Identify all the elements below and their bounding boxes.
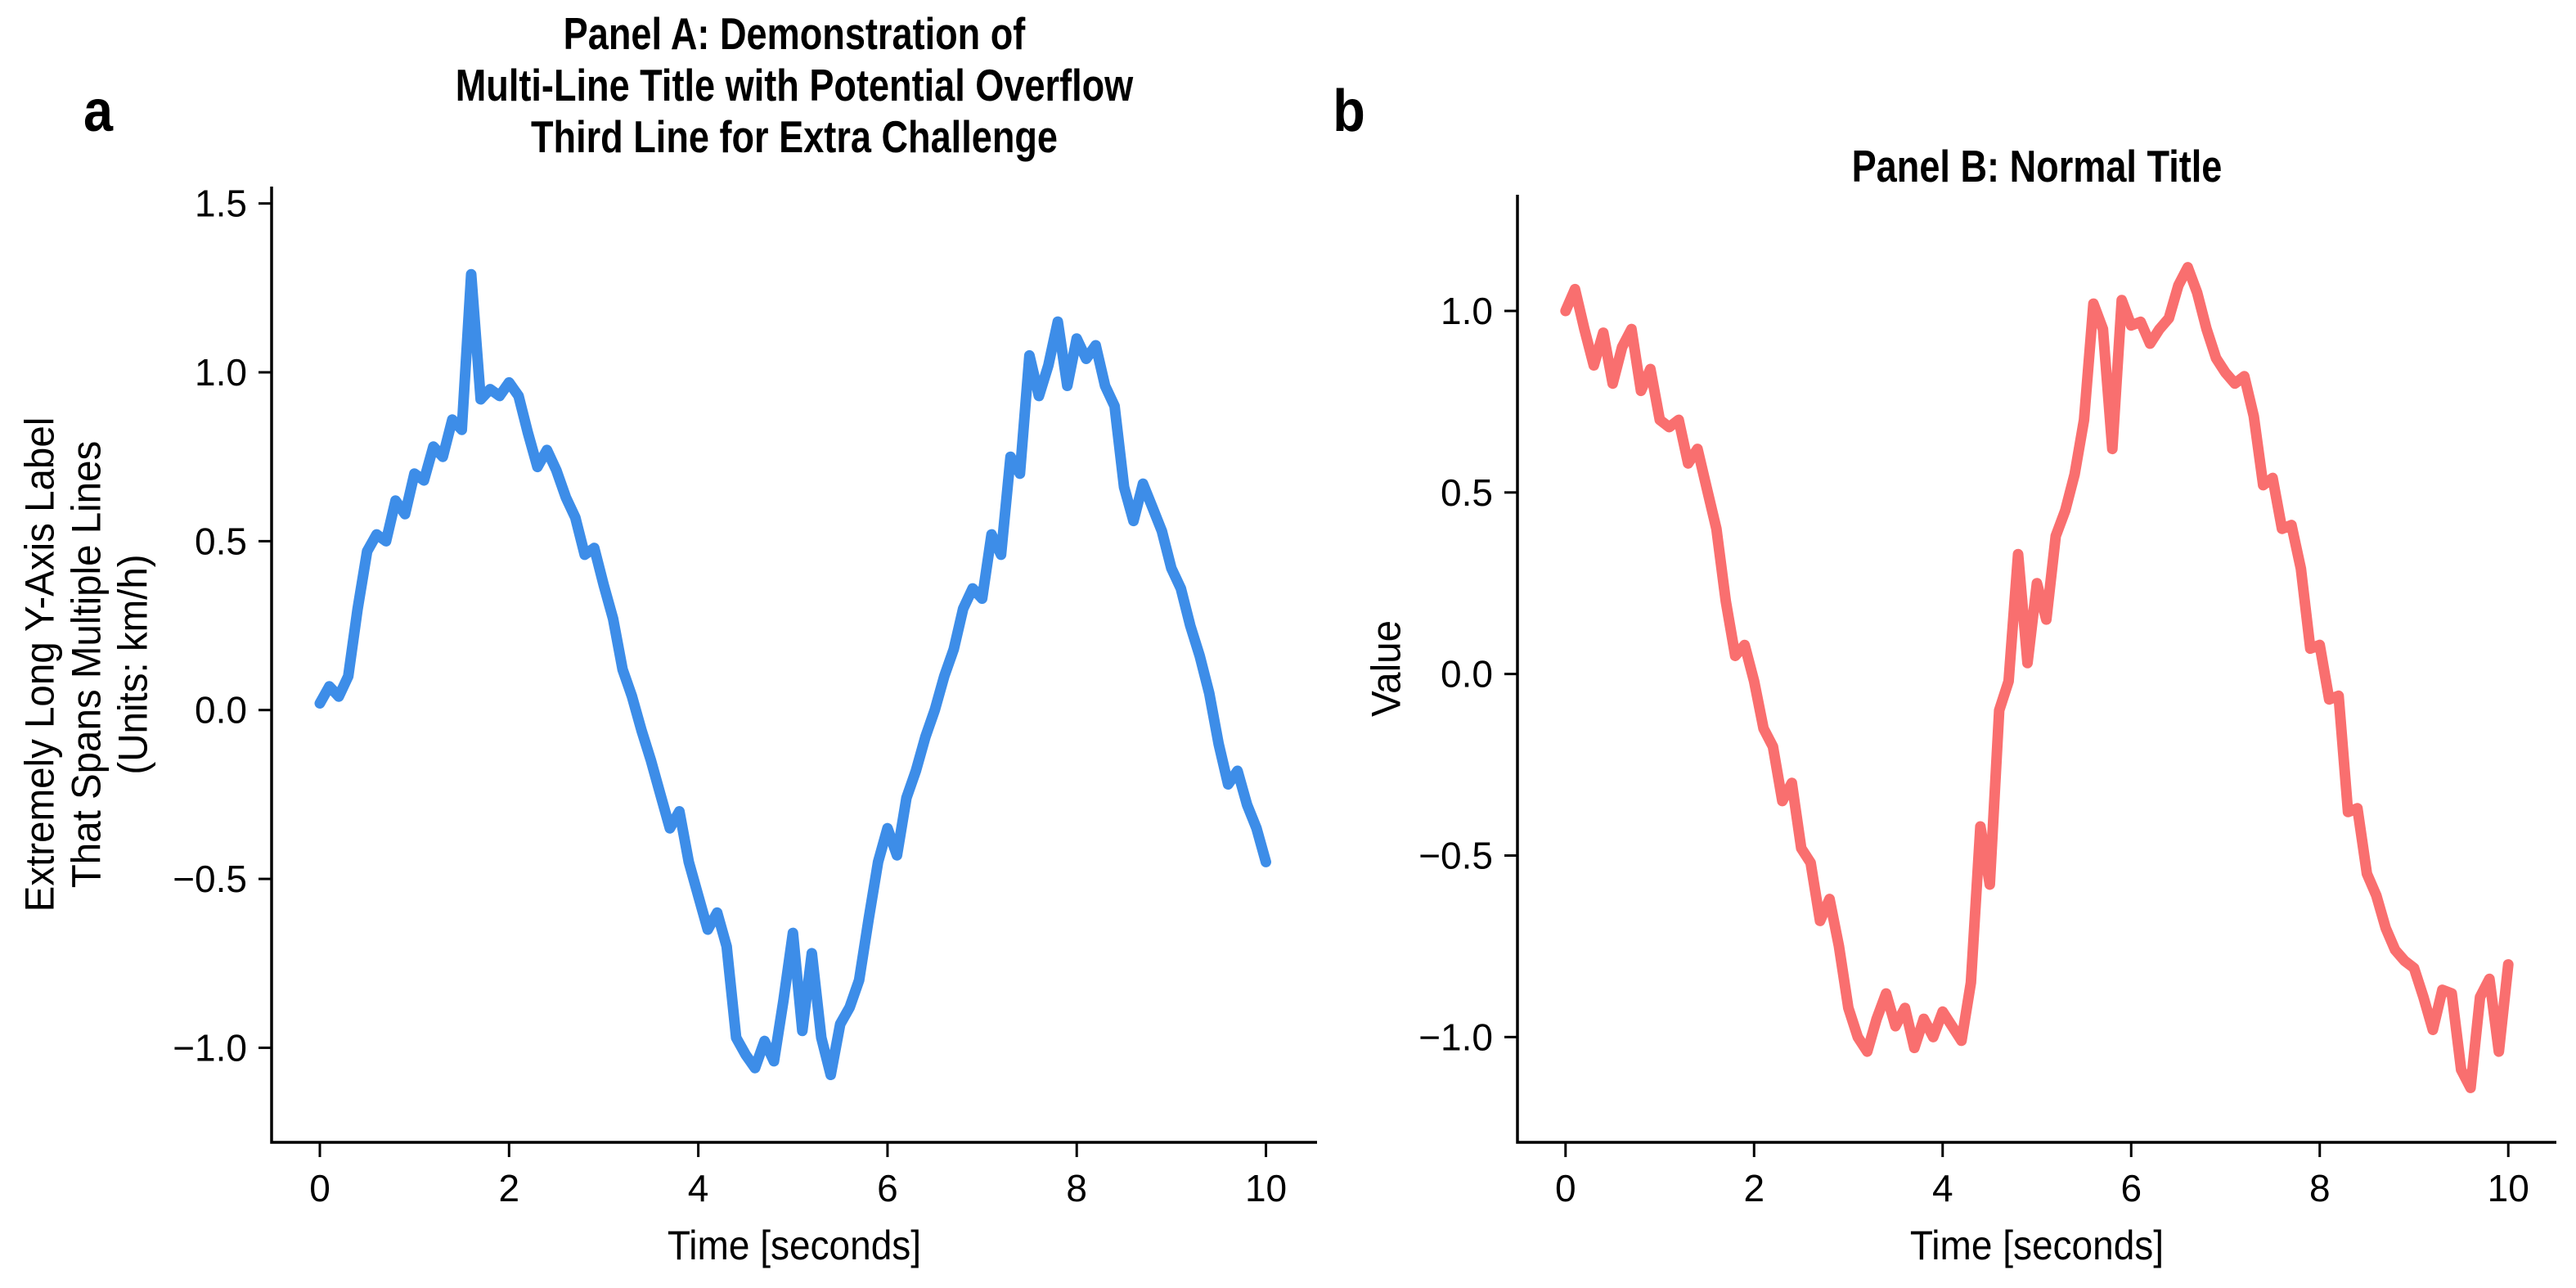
panel-a-letter: a [83, 79, 114, 144]
y-tick-label: 0.5 [1441, 471, 1493, 514]
x-tick-label: 2 [498, 1167, 519, 1209]
y-tick-label: −0.5 [173, 858, 247, 900]
x-tick-label: 4 [1932, 1167, 1953, 1209]
x-tick-label: 2 [1743, 1167, 1765, 1209]
x-tick-label: 4 [688, 1167, 709, 1209]
y-tick-label: −1.0 [173, 1026, 247, 1069]
panel-b-letter: b [1333, 79, 1365, 144]
y-tick-label: 0.0 [195, 689, 247, 732]
x-tick-label: 8 [1066, 1167, 1087, 1209]
panel-a-axes: 0 2 4 6 8 10 1.5 1.0 0.5 0.0 −0.5 −1.0 [173, 182, 1317, 1209]
panel-a-title: Panel A: Demonstration of Multi-Line Tit… [455, 8, 1134, 162]
y-tick-label: 0.0 [1441, 653, 1493, 696]
x-tick-label: 0 [309, 1167, 330, 1209]
y-tick-label: −0.5 [1418, 834, 1493, 876]
panel-a-y-axis-label: Extremely Long Y-Axis Label That Spans M… [16, 417, 156, 912]
x-tick-label: 8 [2309, 1167, 2331, 1209]
panel-b-y-axis-label: Value [1363, 620, 1409, 717]
panel-b-x-axis-label: Time [seconds] [1909, 1223, 2165, 1268]
y-tick-label: 1.5 [195, 182, 247, 225]
y-tick-label: 0.5 [195, 520, 247, 562]
x-tick-label: 0 [1555, 1167, 1576, 1209]
x-tick-label: 10 [1245, 1167, 1287, 1209]
y-tick-label: −1.0 [1418, 1016, 1493, 1058]
y-tick-label: 1.0 [1441, 290, 1493, 332]
x-tick-label: 10 [2488, 1167, 2529, 1209]
x-tick-label: 6 [877, 1167, 898, 1209]
panel-a-x-axis-label: Time [seconds] [667, 1223, 922, 1268]
y-tick-label: 1.0 [195, 351, 247, 394]
x-tick-label: 6 [2120, 1167, 2142, 1209]
panel-b-data-line [1560, 262, 2514, 1093]
panel-b-title: Panel B: Normal Title [1851, 141, 2223, 191]
panel-a-data-line [314, 268, 1271, 1080]
axis-spines [270, 187, 1317, 1144]
panel-b-axes: 0 2 4 6 8 10 1.0 0.5 0.0 −0.5 −1.0 [1418, 195, 2556, 1209]
axis-spines [1516, 195, 2556, 1144]
